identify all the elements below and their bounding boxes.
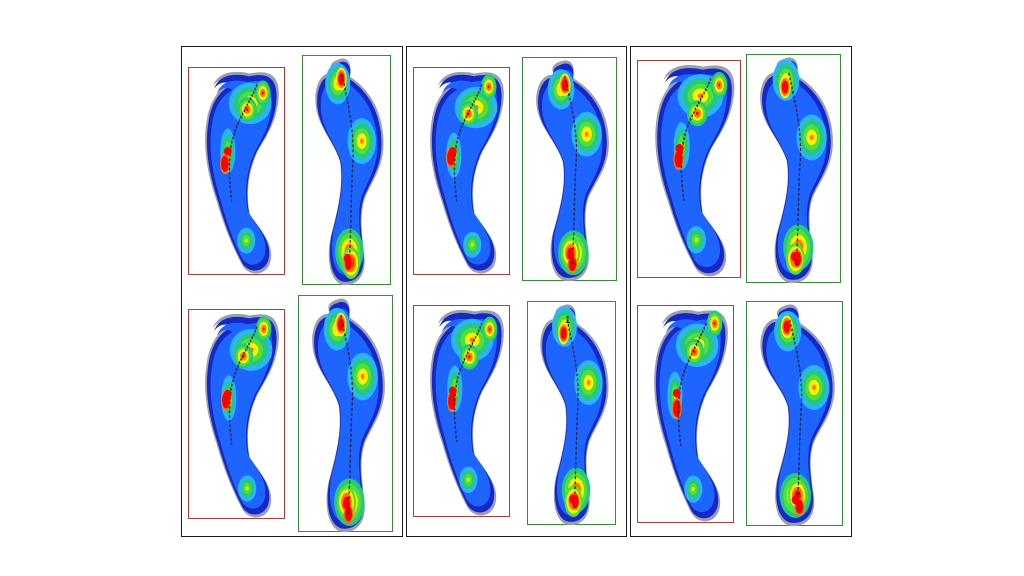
left-foot-pressure-map <box>654 310 728 522</box>
right-foot-box <box>522 57 617 282</box>
left-foot-box <box>637 305 734 523</box>
left-foot-pressure-map <box>430 309 504 516</box>
pressure-spot <box>812 384 816 391</box>
peak-pressure-dot <box>568 494 577 504</box>
left-foot-pressure-map <box>430 71 504 274</box>
pressure-spot <box>466 477 470 482</box>
center-of-pressure-line <box>566 319 579 509</box>
pressure-spot <box>262 327 265 331</box>
foot-inner-pressure <box>435 318 497 507</box>
pressure-spot <box>691 487 695 492</box>
pressure-spot <box>449 395 455 408</box>
center-of-pressure-line <box>453 322 483 442</box>
right-foot-pressure-map <box>760 304 835 527</box>
peak-pressure-dot <box>223 147 232 156</box>
left-foot-box <box>413 305 510 517</box>
pressure-spot <box>245 486 249 491</box>
pressure-spot <box>809 134 814 141</box>
pressure-spot <box>784 322 789 331</box>
peak-pressure-dot <box>343 253 352 263</box>
right-foot-pressure-map <box>760 57 833 284</box>
pressure-spot <box>713 321 716 326</box>
peak-pressure-dot <box>448 147 457 156</box>
pressure-spot <box>469 337 475 343</box>
center-of-pressure-line <box>788 72 802 266</box>
annotation-label: 1 <box>565 315 571 326</box>
pressure-spot <box>487 85 490 89</box>
center-of-pressure-line <box>340 314 354 515</box>
pressure-spot <box>783 83 787 91</box>
right-foot-pressure-map <box>536 60 609 282</box>
left-foot-pressure-map <box>205 313 279 518</box>
pressure-spot <box>345 508 352 520</box>
pressure-spot <box>468 355 471 359</box>
pressure-spot <box>360 373 365 380</box>
panel-3 <box>630 46 852 537</box>
pressure-spot <box>222 157 228 170</box>
center-of-pressure-line <box>789 319 803 510</box>
foot-inner-pressure <box>766 313 829 517</box>
peak-pressure-dot <box>223 389 232 399</box>
right-foot-box <box>746 54 841 284</box>
left-foot-box <box>413 67 510 275</box>
panel-1 <box>181 46 403 537</box>
right-foot-box <box>527 301 616 526</box>
center-of-pressure-line <box>228 83 258 202</box>
center-of-pressure-line <box>453 83 483 202</box>
pressure-spot <box>261 91 264 95</box>
pressure-spot <box>697 93 704 99</box>
left-foot-pressure-map <box>655 65 735 277</box>
left-foot-box <box>188 67 285 275</box>
center-of-pressure-line <box>341 73 354 268</box>
peak-pressure-dot <box>448 386 457 396</box>
pressure-spot <box>584 131 589 137</box>
foot-inner-pressure <box>659 319 721 513</box>
pressure-spot <box>561 329 566 338</box>
left-foot-box <box>188 309 285 519</box>
right-foot-box <box>298 295 393 533</box>
peak-pressure-dot <box>790 251 799 262</box>
pressure-spot <box>244 238 248 243</box>
pressure-spot <box>696 111 699 115</box>
peak-pressure-dot <box>672 388 681 398</box>
center-of-pressure-line <box>677 322 707 446</box>
panel-2 <box>406 46 627 537</box>
left-foot-pressure-map <box>205 71 279 274</box>
foot-inner-pressure <box>210 80 272 265</box>
center-of-pressure-line <box>564 75 578 265</box>
pressure-spot <box>246 108 249 112</box>
peak-pressure-dot <box>566 250 575 260</box>
peak-pressure-dot <box>675 143 684 153</box>
right-foot-pressure-map <box>312 298 385 533</box>
pressure-spot <box>586 379 591 386</box>
pressure-spot <box>694 237 698 242</box>
right-foot-box <box>746 301 843 527</box>
pressure-spot <box>360 138 364 144</box>
right-foot-box <box>302 55 391 286</box>
left-foot-box <box>637 60 741 278</box>
center-of-pressure-line <box>228 326 258 445</box>
pressure-spot <box>718 83 721 87</box>
pressure-spot <box>470 242 474 247</box>
foot-inner-pressure <box>661 74 727 268</box>
right-foot-pressure-map <box>315 58 384 286</box>
pressure-spot <box>488 327 491 331</box>
peak-pressure-dot <box>791 495 800 505</box>
center-of-pressure-line <box>680 77 712 201</box>
pressure-spot <box>675 152 682 166</box>
right-foot-pressure-map <box>540 304 609 526</box>
peak-pressure-dot <box>342 499 351 510</box>
